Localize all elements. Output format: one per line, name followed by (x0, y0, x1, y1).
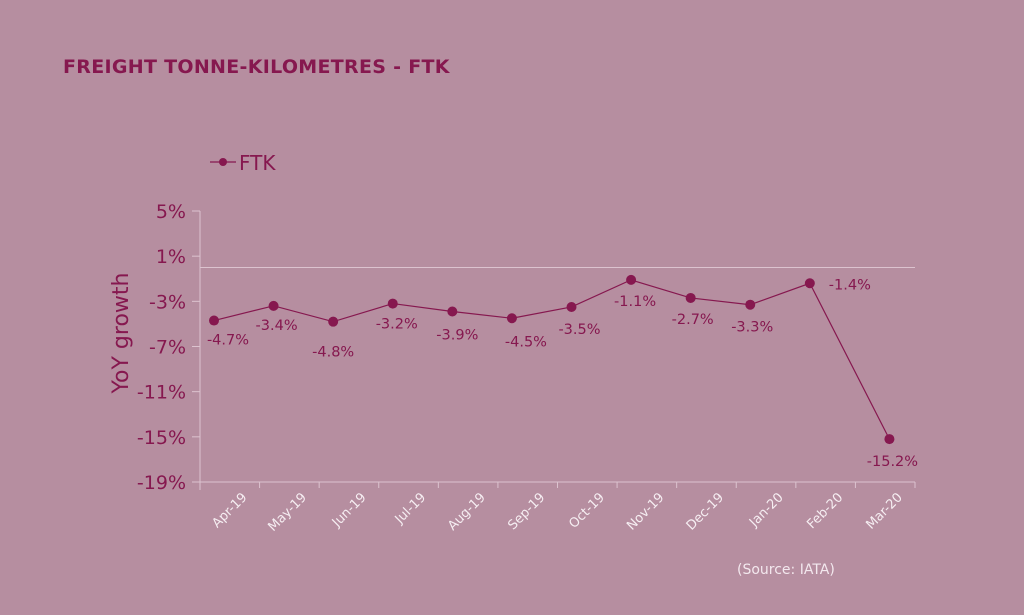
data-label: -3.9% (436, 327, 478, 343)
y-tick-label: -19% (137, 472, 186, 494)
x-tick-label: Apr-19 (209, 490, 250, 531)
legend-marker (219, 158, 227, 166)
x-tick-label: Nov-19 (624, 490, 667, 533)
data-point (626, 274, 637, 285)
y-axis-label: YoY growth (109, 273, 134, 395)
x-tick-label: May-19 (266, 490, 310, 534)
y-tick-label: -7% (149, 337, 186, 359)
data-point (328, 316, 339, 327)
data-point (566, 301, 577, 312)
x-tick-label: Jul-19 (392, 490, 429, 527)
x-tick-label: Aug-19 (445, 490, 489, 534)
data-label: -1.4% (829, 277, 871, 293)
y-tick-label: -15% (137, 427, 186, 449)
x-tick-label: Oct-19 (566, 490, 608, 532)
x-tick-label: Feb-20 (804, 490, 846, 532)
data-label: -1.1% (614, 294, 656, 310)
y-tick-label: -11% (137, 382, 186, 404)
data-point (884, 434, 895, 445)
data-label: -4.8% (312, 345, 354, 361)
chart-title: FREIGHT TONNE-KILOMETRES - FTK (63, 56, 450, 78)
data-label: -15.2% (867, 454, 918, 470)
data-point (268, 300, 279, 311)
data-point (506, 313, 517, 324)
data-point (209, 315, 219, 326)
y-tick-label: 1% (156, 246, 186, 268)
data-point (447, 306, 458, 317)
y-tick-label: -3% (149, 291, 186, 313)
y-tick-label: 5% (156, 201, 186, 223)
data-point (387, 298, 398, 309)
x-tick-label: Mar-20 (863, 490, 905, 532)
series-line-ftk (213, 279, 890, 440)
data-label: -3.4% (256, 318, 298, 334)
x-tick-label: Dec-19 (684, 490, 727, 533)
data-point (685, 292, 696, 303)
data-label: -4.5% (505, 334, 547, 350)
data-label: -4.7% (207, 333, 249, 349)
x-tick-label: Jun-19 (329, 490, 370, 531)
legend-label: FTK (239, 151, 276, 175)
data-label: -3.5% (558, 322, 600, 338)
x-tick-label: Sep-19 (505, 490, 548, 533)
data-point (804, 278, 815, 289)
data-label: -3.3% (731, 320, 773, 336)
data-label: -2.7% (672, 312, 714, 328)
x-tick-label: Jan-20 (746, 490, 787, 531)
source-note: (Source: IATA) (737, 562, 835, 578)
data-label: -3.2% (376, 317, 418, 333)
data-point (745, 299, 756, 310)
